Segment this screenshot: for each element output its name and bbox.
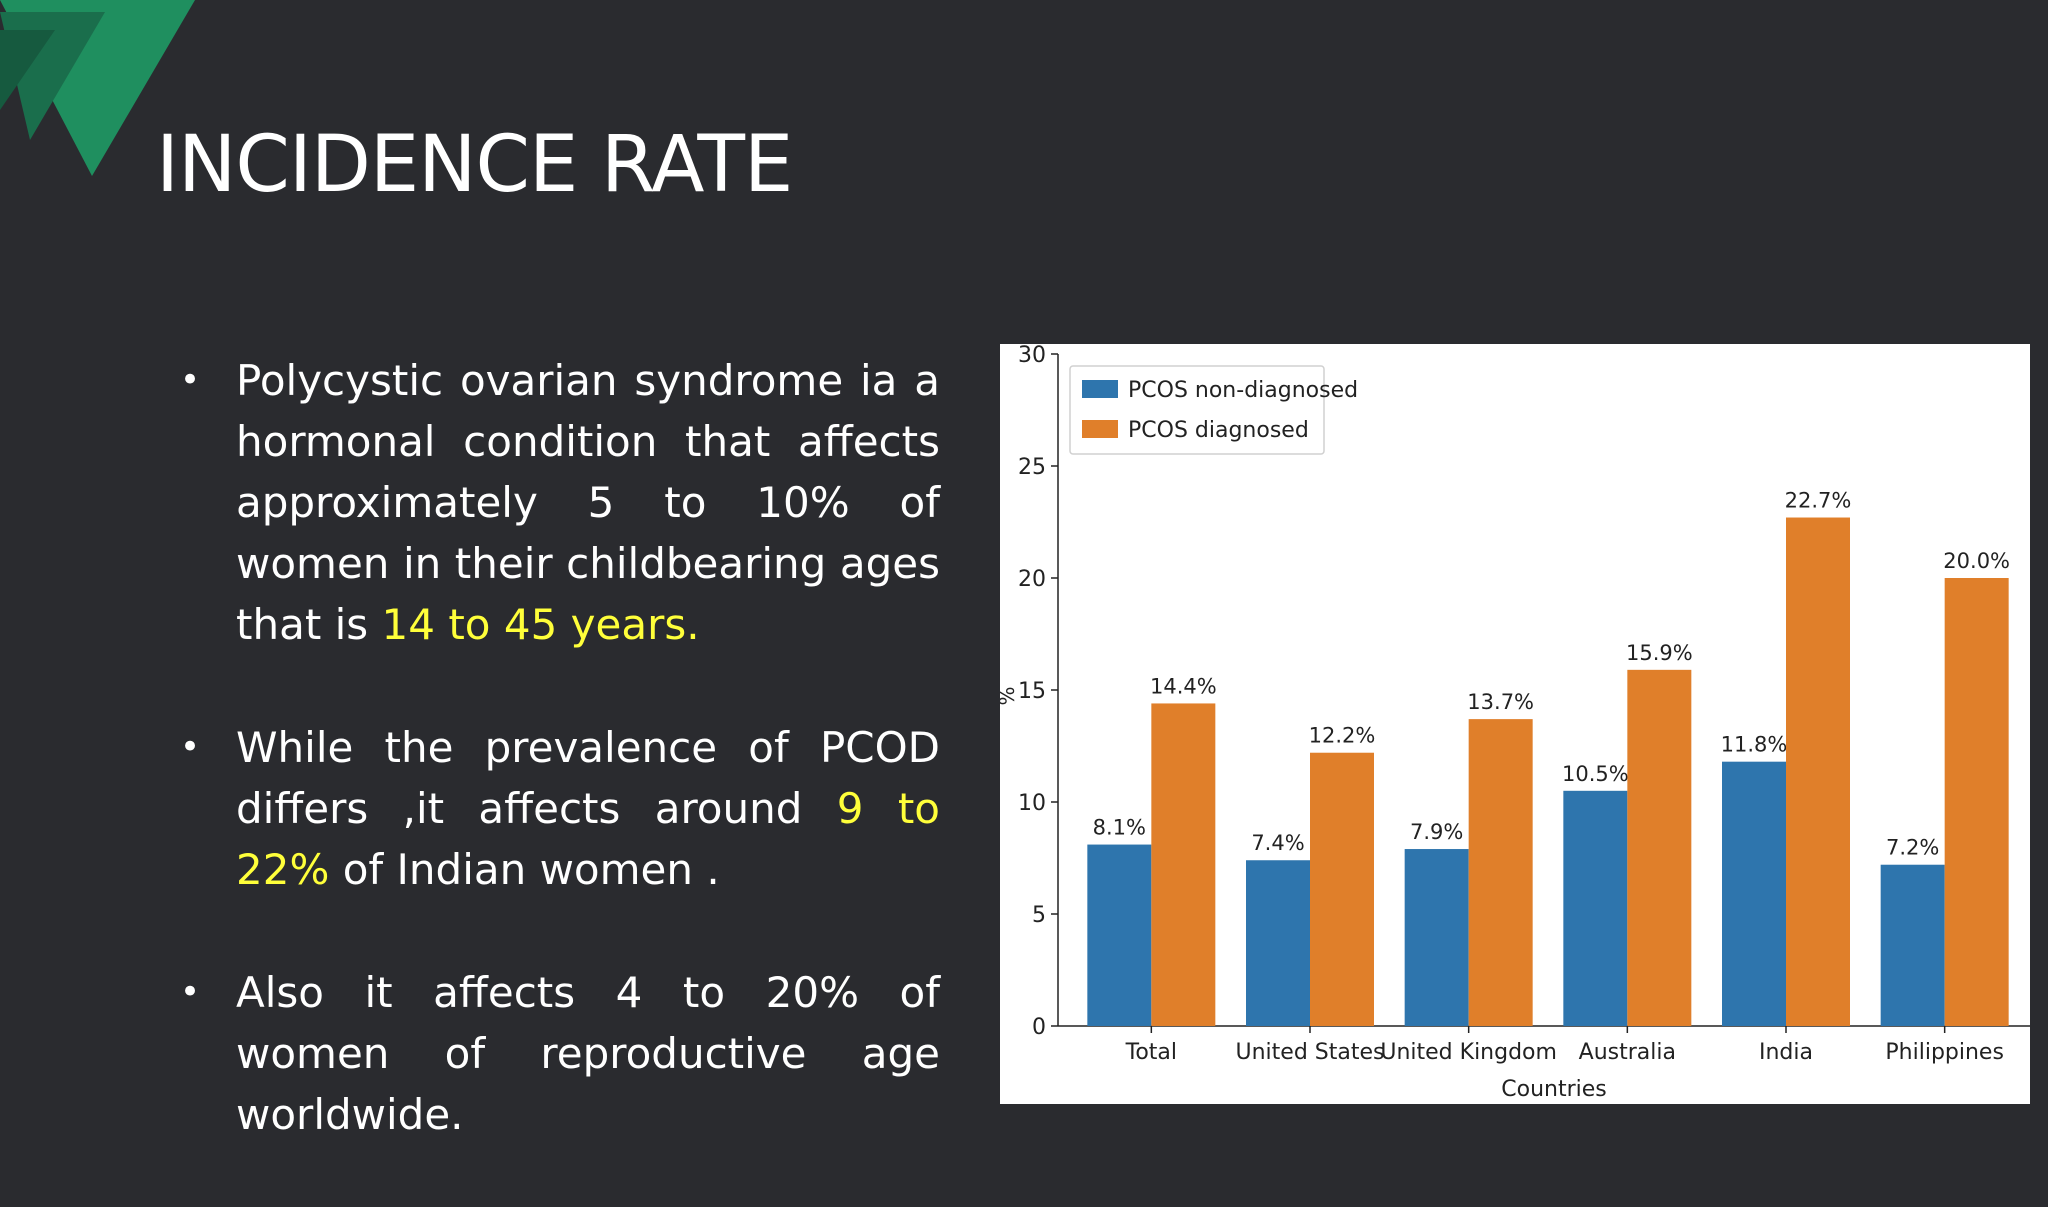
y-tick-label: 20 [1018, 567, 1046, 592]
bar-data-label: 22.7% [1785, 489, 1852, 513]
bullet-list: • Polycystic ovarian syndrome ia a hormo… [170, 350, 940, 1207]
bar-diagnosed [1468, 719, 1533, 1026]
bullet-dot-icon: • [180, 727, 201, 767]
y-axis-label: % [1000, 686, 1019, 705]
x-tick-label: Philippines [1885, 1040, 2004, 1065]
bar-data-label: 20.0% [1943, 549, 2010, 573]
legend-swatch [1082, 380, 1118, 398]
x-tick-label: India [1759, 1040, 1813, 1065]
bar-data-label: 12.2% [1309, 724, 1376, 748]
bar-non-diagnosed [1880, 864, 1945, 1026]
bullet-item: • While the prevalence of PCOD differs ,… [170, 717, 940, 900]
bullet-dot-icon: • [180, 360, 201, 400]
legend-label: PCOS non-diagnosed [1128, 378, 1358, 403]
bullet-text: Polycystic ovarian syndrome ia a hormona… [236, 356, 940, 649]
bullet-text: Also it affects 4 to 20% of women of rep… [236, 968, 940, 1139]
bar-data-label: 11.8% [1721, 733, 1788, 757]
bar-non-diagnosed [1722, 761, 1786, 1026]
bullet-highlight: 14 to 45 years. [381, 600, 700, 649]
bar-data-label: 8.1% [1093, 816, 1146, 840]
y-tick-label: 15 [1018, 679, 1046, 704]
bar-data-label: 7.2% [1886, 836, 1939, 860]
x-tick-label: Australia [1579, 1040, 1676, 1065]
y-tick-label: 25 [1018, 455, 1046, 480]
y-tick-label: 0 [1032, 1015, 1046, 1040]
bar-non-diagnosed [1246, 860, 1310, 1026]
y-tick-label: 30 [1018, 344, 1046, 368]
legend-box [1069, 365, 1325, 455]
legend-label: PCOS diagnosed [1128, 418, 1309, 443]
bar-non-diagnosed [1087, 844, 1152, 1026]
bar-diagnosed [1627, 669, 1692, 1026]
bar-non-diagnosed [1563, 790, 1628, 1026]
x-tick-label: Total [1125, 1040, 1177, 1065]
bullet-item: • Polycystic ovarian syndrome ia a hormo… [170, 350, 940, 655]
bar-chart-svg: 0 5 10 15 20 25 30% 8.1% 14.4% Total 7.4% 12.2% Unit… [1000, 344, 2030, 1102]
slide-title: INCIDENCE RATE [156, 120, 793, 210]
bullet-highlight: 9 to 22% [236, 784, 940, 894]
bar-diagnosed [1151, 703, 1216, 1026]
bar-data-label: 7.4% [1251, 831, 1304, 855]
bar-data-label: 13.7% [1467, 690, 1534, 714]
bar-chart: 0 5 10 15 20 25 30% 8.1% 14.4% Total 7.4% 12.2% Unit… [1000, 344, 2030, 1104]
bar-diagnosed [1786, 517, 1850, 1026]
x-axis-label: Countries [1501, 1077, 1607, 1102]
bar-data-label: 7.9% [1410, 820, 1463, 844]
bar-non-diagnosed [1404, 849, 1469, 1026]
bar-data-label: 15.9% [1626, 641, 1693, 665]
y-tick-label: 10 [1018, 791, 1046, 816]
bar-diagnosed [1944, 578, 2009, 1026]
bar-diagnosed [1310, 752, 1374, 1026]
bullet-text-end: of Indian women . [329, 845, 720, 894]
x-tick-label: United Kingdom [1380, 1040, 1557, 1065]
bar-data-label: 14.4% [1150, 674, 1217, 698]
legend-swatch [1082, 420, 1118, 438]
y-tick-label: 5 [1032, 903, 1046, 928]
bullet-dot-icon: • [180, 972, 201, 1012]
corner-logo [0, 0, 195, 176]
bar-data-label: 10.5% [1562, 762, 1629, 786]
bullet-text: While the prevalence of PCOD differs ,it… [236, 723, 940, 833]
x-tick-label: United States [1236, 1040, 1385, 1065]
bullet-item: • Also it affects 4 to 20% of women of r… [170, 962, 940, 1145]
